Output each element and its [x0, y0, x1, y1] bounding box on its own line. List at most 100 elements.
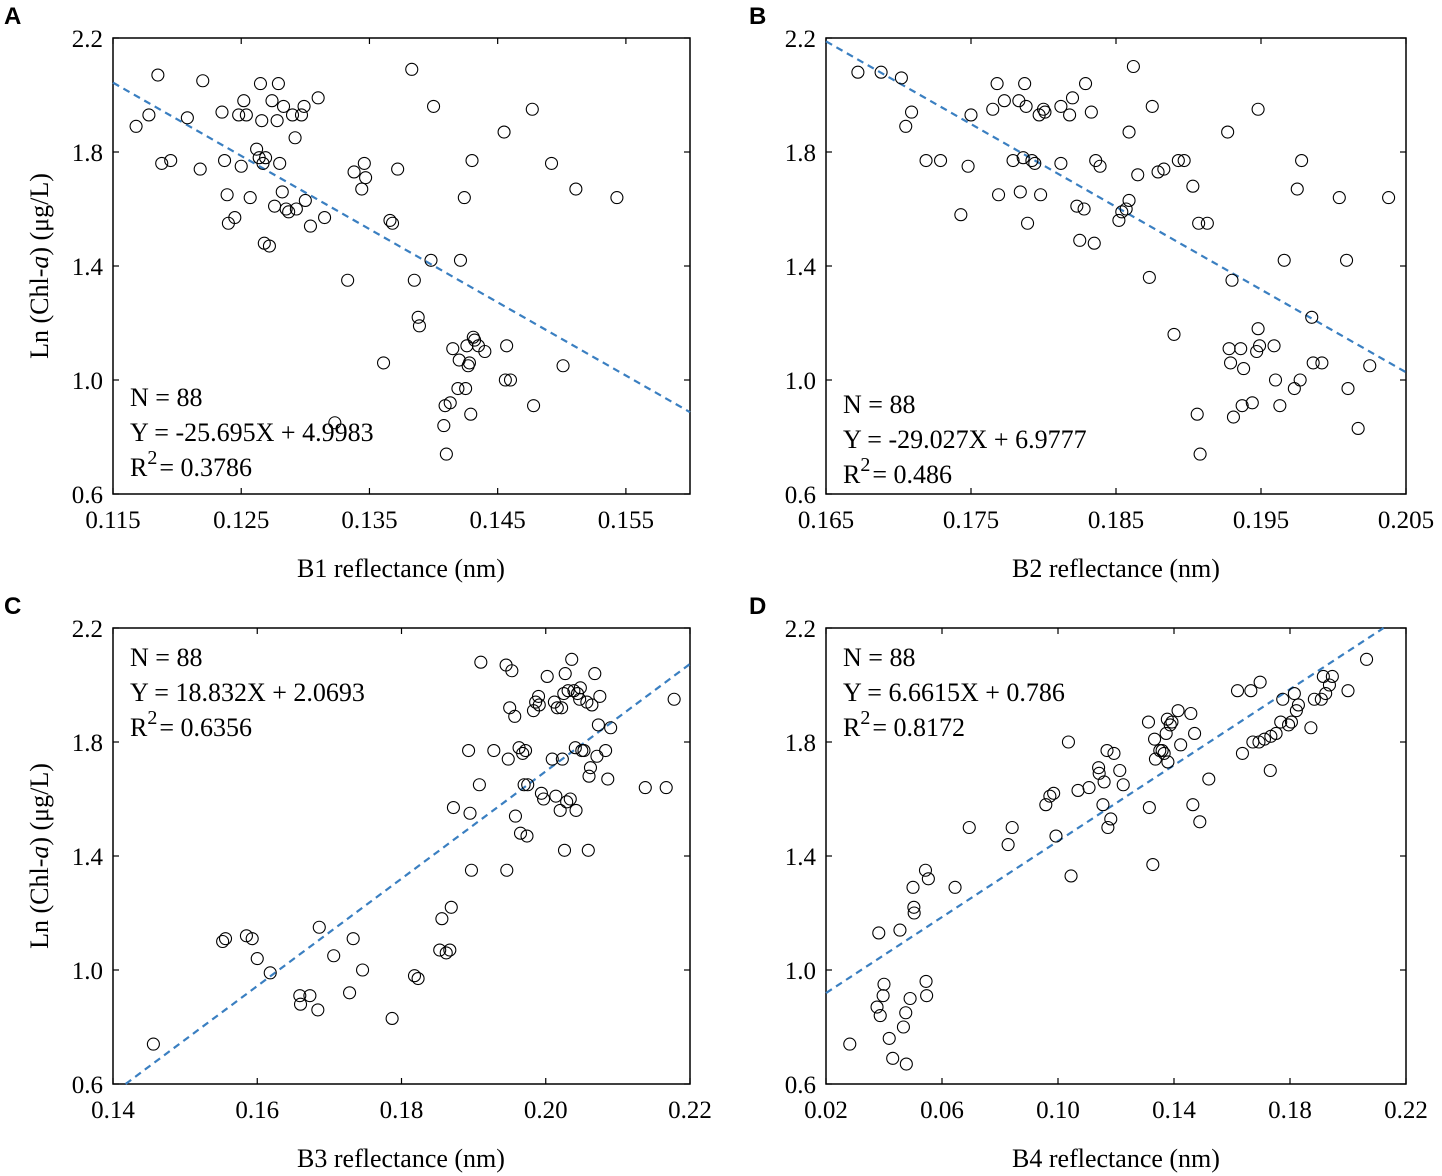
data-point-a [298, 193, 312, 207]
fit-line-a [112, 81, 691, 414]
data-point-a [279, 202, 293, 216]
data-point-a [268, 199, 282, 213]
data-point-d [1001, 838, 1015, 852]
data-point-d [1188, 726, 1202, 741]
data-point-a [405, 62, 419, 76]
data-point-a [610, 191, 624, 205]
data-point-d [1101, 820, 1115, 835]
data-point-a [451, 381, 465, 396]
data-point-c [569, 803, 583, 817]
data-point-b [1234, 342, 1248, 356]
data-point-d [1142, 800, 1156, 815]
data-point-a [215, 105, 229, 119]
data-point-b [1034, 188, 1048, 202]
data-point-a [437, 419, 451, 433]
data-point-c [573, 692, 587, 706]
data-point-b [1305, 310, 1319, 324]
y-tick-label-d: 0.6 [785, 1072, 816, 1099]
data-point-d [1274, 715, 1288, 729]
data-point-b [1226, 410, 1240, 424]
data-point-b [1016, 151, 1030, 165]
data-point-c [581, 843, 595, 857]
data-point-a [193, 162, 207, 176]
data-point-a [544, 156, 559, 170]
data-point-c [463, 806, 477, 820]
data-point-a [239, 108, 253, 122]
data-point-d [1148, 732, 1162, 746]
data-point-d [1291, 698, 1305, 712]
annotation-d: N = 88 Y = 6.6615X + 0.786 R2= 0.8172 [843, 643, 1065, 742]
data-point-c [534, 786, 548, 800]
data-point-d [1325, 669, 1339, 684]
data-point-a [164, 154, 178, 168]
data-point-a [303, 219, 318, 233]
data-point-c [356, 963, 370, 977]
data-point-c [327, 949, 341, 963]
data-point-d [873, 1009, 887, 1023]
data-point-b [997, 94, 1011, 108]
x-axis-label-a: B1 reflectance (nm) [297, 554, 505, 583]
data-point-d [1064, 869, 1078, 883]
panel-letter-d: D [749, 593, 766, 620]
x-tick-label-b: 0.195 [1233, 507, 1289, 534]
data-point-c [508, 809, 523, 823]
data-point-d [1100, 743, 1114, 758]
data-point-b [1235, 399, 1249, 413]
data-point-b [1273, 399, 1287, 413]
data-point-d [1039, 798, 1053, 812]
regression-line-a [112, 81, 691, 414]
data-point-c [517, 778, 531, 792]
data-point-c [263, 966, 277, 980]
data-point-c [513, 826, 528, 840]
data-point-d [1157, 746, 1171, 760]
annotation-b: N = 88 Y = -29.027X + 6.9777 R2= 0.486 [843, 390, 1087, 489]
data-point-a [285, 108, 300, 122]
data-point-a [569, 182, 583, 196]
data-point-d [1235, 746, 1249, 760]
x-tick-label-d: 0.06 [920, 1097, 964, 1124]
data-point-d [872, 926, 886, 940]
data-point-a [180, 111, 194, 125]
data-point-d [1043, 789, 1057, 803]
data-point-d [1113, 763, 1127, 778]
axis-ticks-a: 0.115 0.125 0.135 0.145 0.155 0.6 1.0 1.4 1.8 2.2 [72, 26, 690, 534]
data-point-c [500, 863, 514, 877]
data-point-b [1221, 125, 1235, 139]
panel-c: C 0.14 0.16 0.18 0.20 0.22 0.6 1.0 1.4 1.8 2.2 N … [4, 593, 712, 1173]
data-point-c [560, 795, 574, 809]
y-tick-label-a: 1.8 [72, 140, 103, 167]
data-point-d [877, 977, 891, 991]
data-point-d [896, 1020, 910, 1034]
data-point-a [220, 188, 234, 202]
data-point-a [256, 156, 270, 170]
data-point-c [590, 749, 604, 763]
data-point-c [433, 943, 447, 957]
data-point-a [464, 407, 478, 421]
data-point-c [561, 684, 575, 698]
data-point-b [1122, 125, 1136, 139]
data-point-b [894, 71, 908, 85]
data-point-c [557, 686, 571, 701]
data-point-d [876, 989, 890, 1003]
r2-label-b: R2= 0.486 [843, 454, 952, 489]
data-point-d [1186, 798, 1200, 812]
data-point-c [446, 800, 460, 815]
x-axis-label-c: B3 reflectance (nm) [297, 1144, 505, 1173]
data-point-b [1063, 108, 1077, 122]
data-point-a [341, 273, 355, 287]
y-tick-label-b: 1.0 [785, 368, 816, 395]
data-point-a [376, 356, 391, 370]
data-point-b [1151, 165, 1165, 179]
data-point-b [1293, 373, 1307, 387]
data-point-a [443, 396, 457, 410]
x-tick-label-a: 0.125 [213, 507, 269, 534]
data-point-b [1036, 102, 1051, 116]
x-tick-label-d: 0.22 [1384, 1097, 1428, 1124]
data-point-d [1082, 781, 1096, 795]
data-point-b [1186, 179, 1200, 193]
data-point-a [318, 211, 332, 225]
data-point-c [568, 741, 582, 755]
data-point-d [1071, 783, 1085, 798]
data-point-b [1038, 105, 1052, 119]
data-point-b [1019, 99, 1033, 113]
